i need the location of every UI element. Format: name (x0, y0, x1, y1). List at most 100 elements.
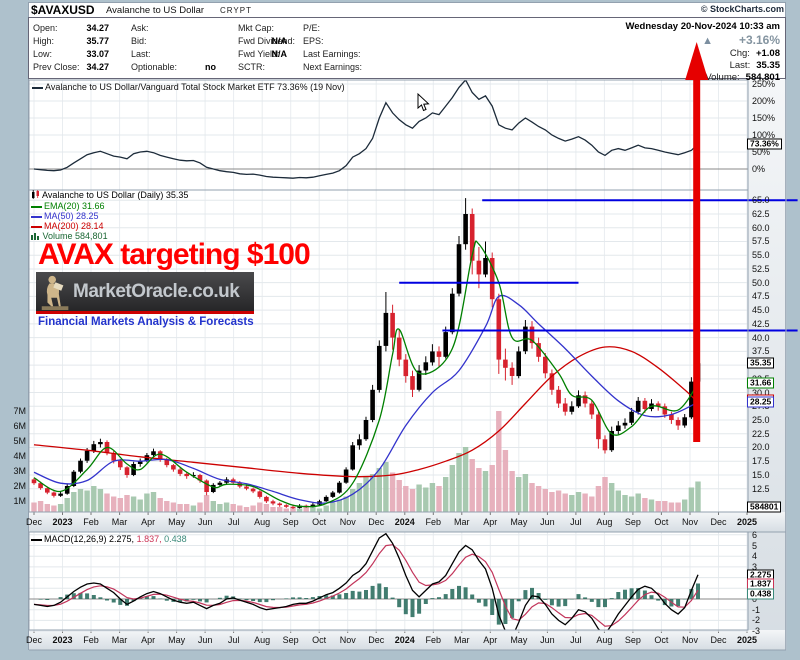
x-axis-label: Dec (25, 517, 42, 527)
ticker-symbol: $AVAXUSD (31, 3, 95, 17)
y-axis-label: 0% (752, 164, 766, 174)
x-axis-label: Jun (540, 517, 555, 527)
x-axis-label: Apr (141, 635, 156, 645)
x-axis-label: Apr (141, 517, 156, 527)
price-value-callout: 31.66 (747, 377, 775, 389)
line-swatch-icon (31, 205, 42, 208)
line-swatch-icon (31, 215, 42, 218)
macd-legend: MACD(12,26,9) 2.275, 1.837, 0.438 (31, 534, 187, 544)
x-axis-label: Feb (83, 517, 99, 527)
y-axis-label: 52.5 (752, 263, 770, 274)
x-axis-label: Sep (282, 517, 299, 527)
quote-field-value: 33.07 (86, 49, 109, 59)
x-axis-label: 2024 (394, 635, 415, 645)
ratio-legend: Avalanche to US Dollar/Vanguard Total St… (32, 82, 345, 92)
x-axis-label: Sep (282, 635, 299, 645)
quote-field: Prev Close: 34.27 (33, 62, 109, 73)
macd-legend-main: MACD(12,26,9) 2.275, (44, 534, 135, 544)
y-axis-label: 37.5 (752, 346, 770, 357)
quote-field: SCTR: (238, 62, 265, 73)
y-axis-label: -3 (752, 626, 761, 637)
y-axis-label: 17.5 (752, 456, 770, 467)
x-axis-label: Aug (254, 635, 271, 645)
quote-field-label: Next Earnings: (303, 62, 363, 72)
quote-datetime: Wednesday 20-Nov-2024 10:33 am (625, 21, 780, 32)
quote-field-label: Open: (33, 23, 58, 33)
quote-panel: Open: 34.27 High: 35.77 Low: 33.07 Prev Close:… (28, 17, 786, 83)
y-axis-label: 6 (752, 529, 758, 540)
x-axis-label: Nov (339, 635, 356, 645)
line-swatch-icon (31, 538, 42, 541)
quote-chg-row: Chg: +1.08 (625, 48, 780, 59)
ratio-legend-text: Avalanche to US Dollar/Vanguard Total St… (45, 82, 345, 92)
volume-axis-label: 1M (13, 496, 26, 506)
quote-field: Fwd Dividend: N/A (238, 36, 295, 47)
quote-field-value: no (205, 62, 216, 72)
quote-field: Next Earnings: (303, 62, 362, 73)
line-swatch-icon (31, 225, 42, 228)
quote-field: Fwd Yield: N/A (238, 49, 287, 60)
x-axis-label: Sep (624, 635, 641, 645)
y-axis-label: 57.5 (752, 236, 770, 247)
quote-field: Open: 34.27 (33, 23, 109, 34)
x-axis-label: Sep (624, 517, 641, 527)
x-axis-label: Dec (368, 635, 385, 645)
macd-legend-hist: 0.438 (164, 534, 187, 544)
macd-value-callout: 0.438 (747, 588, 775, 600)
legend-ma50: MA(50) 28.25 (31, 211, 99, 221)
quote-field-label: Bid: (131, 36, 147, 46)
x-axis-label: Oct (312, 517, 327, 527)
x-axis-label: Dec (25, 635, 42, 645)
quote-field: EPS: (303, 36, 324, 47)
x-axis-label: Jul (570, 635, 582, 645)
logo-subtitle: Financial Markets Analysis & Forecasts (38, 316, 254, 328)
chg-label: Chg: (729, 48, 750, 59)
marketoracle-logo: MarketOracle.co.uk (36, 272, 254, 314)
logo-title: MarketOracle.co.uk (73, 280, 240, 302)
quote-field-label: Low: (33, 49, 53, 59)
y-axis-label: 100% (752, 130, 776, 140)
quote-right-block: Wednesday 20-Nov-2024 10:33 am ▲ +3.16% C… (625, 21, 780, 83)
quote-field-label: High: (33, 36, 55, 46)
x-axis-label: Jun (197, 517, 213, 527)
legend-ma200: MA(200) 28.14 (31, 221, 104, 231)
ticker-exchange: CRYPT (220, 5, 252, 15)
volume-axis-label: 4M (13, 451, 26, 461)
x-axis-label: Mar (454, 635, 470, 645)
y-axis-label: 25.0 (752, 415, 770, 426)
quote-field-label: Fwd Yield: (238, 49, 280, 59)
price-value-callout: 584801 (747, 501, 782, 513)
quote-field: Ask: (131, 23, 149, 34)
quote-field-label: Optionable: (131, 62, 178, 72)
x-axis-label: May (168, 517, 186, 527)
ema20-label: EMA(20) 31.66 (44, 201, 105, 211)
quote-field: Low: 33.07 (33, 49, 109, 60)
x-axis-label: Dec (710, 517, 727, 527)
macd-legend-signal: 1.837, (136, 534, 162, 544)
x-axis-label: Nov (681, 517, 698, 527)
quote-field-value: 35.77 (86, 36, 109, 46)
y-axis-label: 5 (752, 540, 758, 551)
quote-field-label: SCTR: (238, 62, 265, 72)
price-legend-title: Avalanche to US Dollar (Daily) 35.35 (31, 190, 188, 200)
x-axis-label: Mar (454, 517, 470, 527)
last-label: Last: (729, 60, 751, 71)
volume-legend-label: Volume 584,801 (42, 231, 108, 241)
y-axis-label: 47.5 (752, 291, 770, 302)
y-axis-label: 60.0 (752, 222, 770, 233)
x-axis-label: Dec (710, 635, 727, 645)
price-legend-text: Avalanche to US Dollar (Daily) 35.35 (42, 190, 189, 200)
quote-change-percent: ▲ +3.16% (625, 33, 780, 47)
chg-value: +1.08 (755, 48, 780, 59)
quote-field: Mkt Cap: (238, 23, 274, 34)
quote-field-label: Last: (131, 49, 151, 59)
x-axis-label: May (510, 635, 528, 645)
x-axis-label: Mar (111, 517, 128, 527)
x-axis-label: Aug (596, 517, 613, 527)
volume-bars-icon (31, 233, 39, 240)
quote-field-value: 34.27 (86, 62, 109, 72)
y-axis-label: 150% (752, 113, 776, 123)
x-axis-label: 2023 (52, 635, 73, 645)
oracle-statue-icon (41, 275, 69, 310)
quote-field: P/E: (303, 23, 320, 34)
